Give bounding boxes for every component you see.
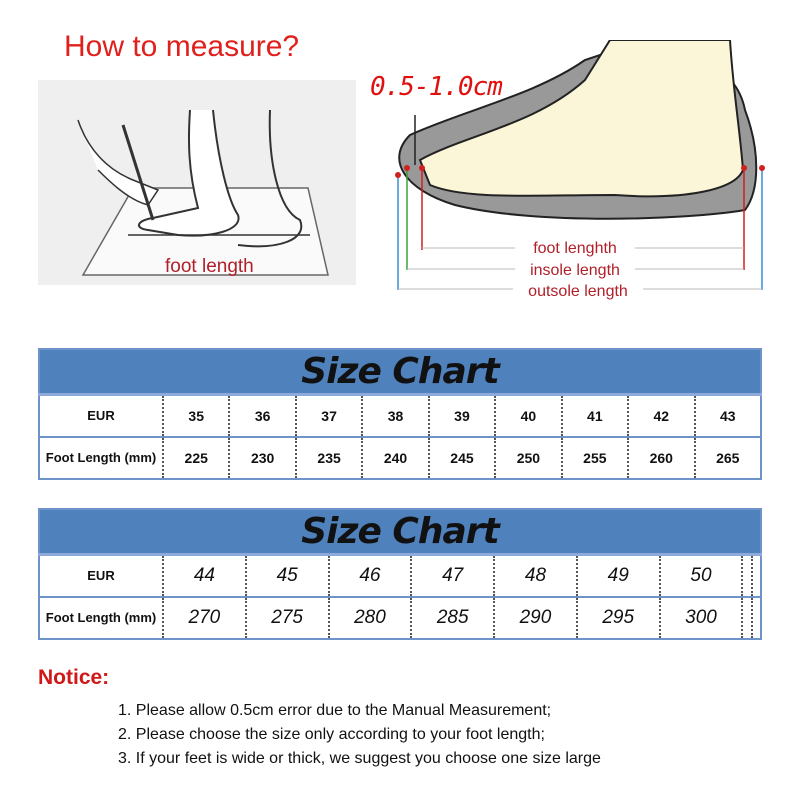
eur-size-cell: 50 [658,554,743,598]
eur-size-cell: 47 [410,554,495,598]
size-chart-table-2: Size Chart EUR 44 45 46 47 48 49 50 Foot Length… [38,508,762,640]
eur-size-cell [741,554,752,598]
foot-length-cell: 240 [361,437,429,480]
eur-row: EUR 44 45 46 47 48 49 50 [39,554,761,598]
foot-length-cell: 295 [575,597,660,640]
foot-length-cell [741,597,752,640]
outsole-length-label: outsole length [528,283,628,300]
eur-size-cell: 42 [627,394,695,438]
foot-length-cell: 290 [493,597,577,640]
eur-size-cell [750,554,761,598]
shoe-diagram: foot lenghth insole length outsole lengt… [395,40,765,300]
eur-size-cell: 41 [560,394,629,438]
row-label: EUR [39,554,163,598]
size-chart-title: Size Chart [39,509,761,556]
notice-item: 1. Please allow 0.5cm error due to the M… [118,702,552,719]
eur-size-cell: 38 [361,394,429,438]
foot-length-cell: 250 [494,437,562,480]
eur-size-cell: 39 [427,394,496,438]
foot-length-cell: 275 [244,597,329,640]
row-label: EUR [39,394,163,438]
eur-size-cell: 37 [294,394,363,438]
foot-length-cell: 230 [228,437,296,480]
foot-length-cell: 270 [162,597,246,640]
size-chart-table-1: Size Chart EUR 35 36 37 38 39 40 41 42 43 Foot Le… [38,348,762,480]
eur-size-cell: 44 [162,554,246,598]
foot-length-label: foot length [165,256,254,277]
eur-size-cell: 36 [228,394,296,438]
foot-length-cell: 260 [627,437,695,480]
foot-length-cell: 300 [658,597,743,640]
foot-length-cell: 255 [560,437,629,480]
foot-length-cell: 285 [410,597,495,640]
row-label: Foot Length (mm) [39,437,163,480]
foot-length-cell [750,597,761,640]
eur-size-cell: 35 [161,394,230,438]
notice-item: 3. If your feet is wide or thick, we sug… [118,750,601,767]
foot-measure-illustration: foot length [38,80,356,285]
foot-length-dim-label: foot lenghth [533,240,617,257]
eur-size-cell: 45 [244,554,329,598]
foot-length-cell: 280 [327,597,412,640]
page-title: How to measure? [64,30,300,63]
foot-length-cell: 235 [294,437,363,480]
insole-length-label: insole length [530,262,620,279]
eur-size-cell: 43 [693,394,761,438]
foot-length-cell: 245 [427,437,496,480]
foot-length-cell: 265 [693,437,761,480]
eur-size-cell: 48 [493,554,577,598]
toe-allowance-label: 0.5-1.0cm [370,72,503,102]
size-chart-title: Size Chart [39,349,761,396]
eur-size-cell: 40 [494,394,562,438]
foot-length-row: Foot Length (mm) 270 275 280 285 290 295 300 [39,597,761,640]
eur-size-cell: 46 [327,554,412,598]
notice-item: 2. Please choose the size only according… [118,726,545,743]
notice-title: Notice: [38,666,110,689]
eur-row: EUR 35 36 37 38 39 40 41 42 43 [39,394,761,438]
eur-size-cell: 49 [575,554,660,598]
foot-length-row: Foot Length (mm) 225 230 235 240 245 250 255 260… [39,437,761,480]
row-label: Foot Length (mm) [39,597,163,640]
foot-length-cell: 225 [161,437,230,480]
